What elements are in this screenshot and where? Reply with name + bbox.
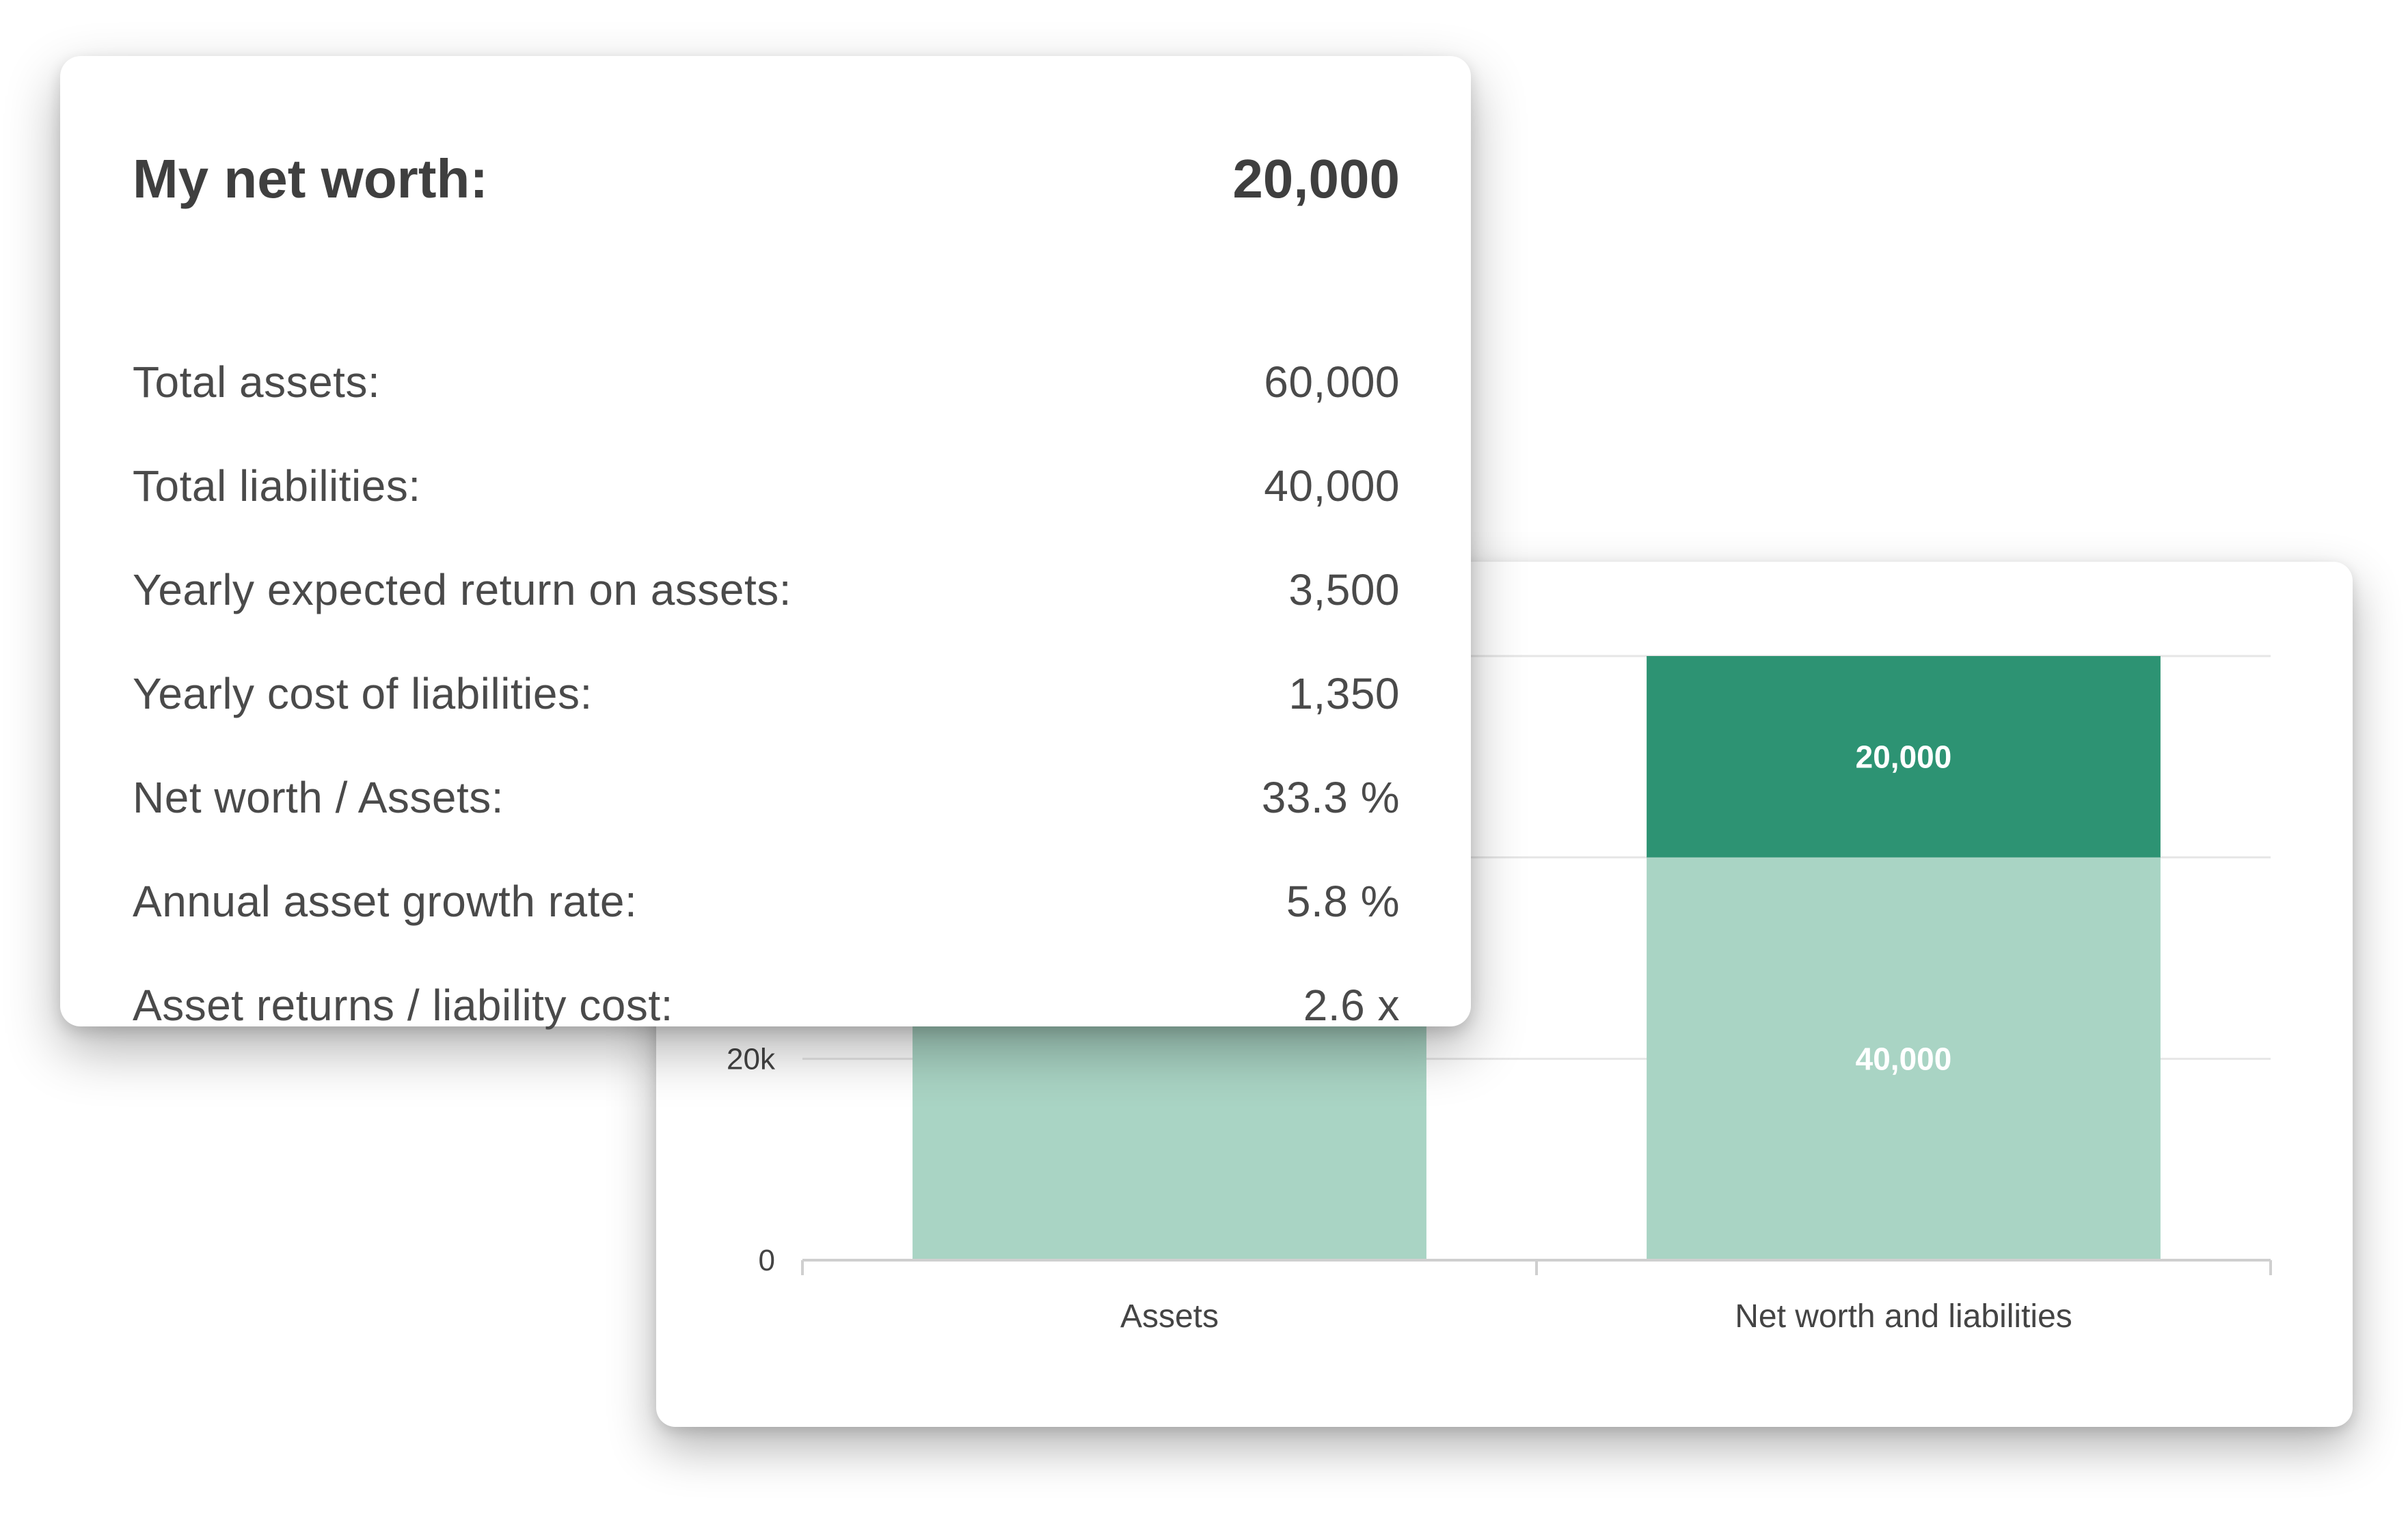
metric-row-net-worth-ratio: Net worth / Assets: 33.3 % <box>133 772 1400 876</box>
metric-label: Yearly expected return on assets: <box>133 565 792 614</box>
x-category-label: Net worth and liabilities <box>1735 1298 2072 1335</box>
y-tick-label: 0 <box>759 1244 775 1277</box>
metric-row-total-liabilities: Total liabilities: 40,000 <box>133 461 1400 564</box>
net-worth-header: My net worth: 20,000 <box>133 148 1400 210</box>
metric-value: 5.8 % <box>1286 877 1400 926</box>
metric-row-yearly-cost: Yearly cost of liabilities: 1,350 <box>133 668 1400 772</box>
net-worth-value: 20,000 <box>1232 148 1400 209</box>
metric-value: 33.3 % <box>1261 773 1400 822</box>
metric-row-return-cost-ratio: Asset returns / liability cost: 2.6 x <box>133 980 1400 1084</box>
metric-value: 1,350 <box>1288 669 1400 718</box>
metric-label: Asset returns / liability cost: <box>133 981 673 1030</box>
bar-data-label: 40,000 <box>1856 1041 1952 1076</box>
net-worth-summary-card: My net worth: 20,000 Total assets: 60,00… <box>60 56 1471 1030</box>
metric-list: Total assets: 60,000 Total liabilities: … <box>133 357 1400 1084</box>
x-category-label: Assets <box>1120 1298 1219 1335</box>
metric-value: 3,500 <box>1288 565 1400 614</box>
metric-label: Yearly cost of liabilities: <box>133 669 593 718</box>
metric-row-yearly-return: Yearly expected return on assets: 3,500 <box>133 564 1400 668</box>
net-worth-title: My net worth: <box>133 148 488 209</box>
metric-value: 2.6 x <box>1303 981 1400 1030</box>
metric-label: Annual asset growth rate: <box>133 877 638 926</box>
bar-segment <box>1647 656 2161 858</box>
y-tick-label: 20k <box>727 1042 776 1076</box>
metric-value: 60,000 <box>1264 357 1400 407</box>
bar-data-label: 20,000 <box>1856 739 1952 774</box>
bar-segment <box>1647 857 2161 1260</box>
metric-label: Total liabilities: <box>133 461 421 510</box>
metric-row-total-assets: Total assets: 60,000 <box>133 357 1400 461</box>
metric-label: Net worth / Assets: <box>133 773 504 822</box>
metric-label: Total assets: <box>133 357 381 407</box>
metric-value: 40,000 <box>1264 461 1400 510</box>
metric-row-growth-rate: Annual asset growth rate: 5.8 % <box>133 876 1400 980</box>
